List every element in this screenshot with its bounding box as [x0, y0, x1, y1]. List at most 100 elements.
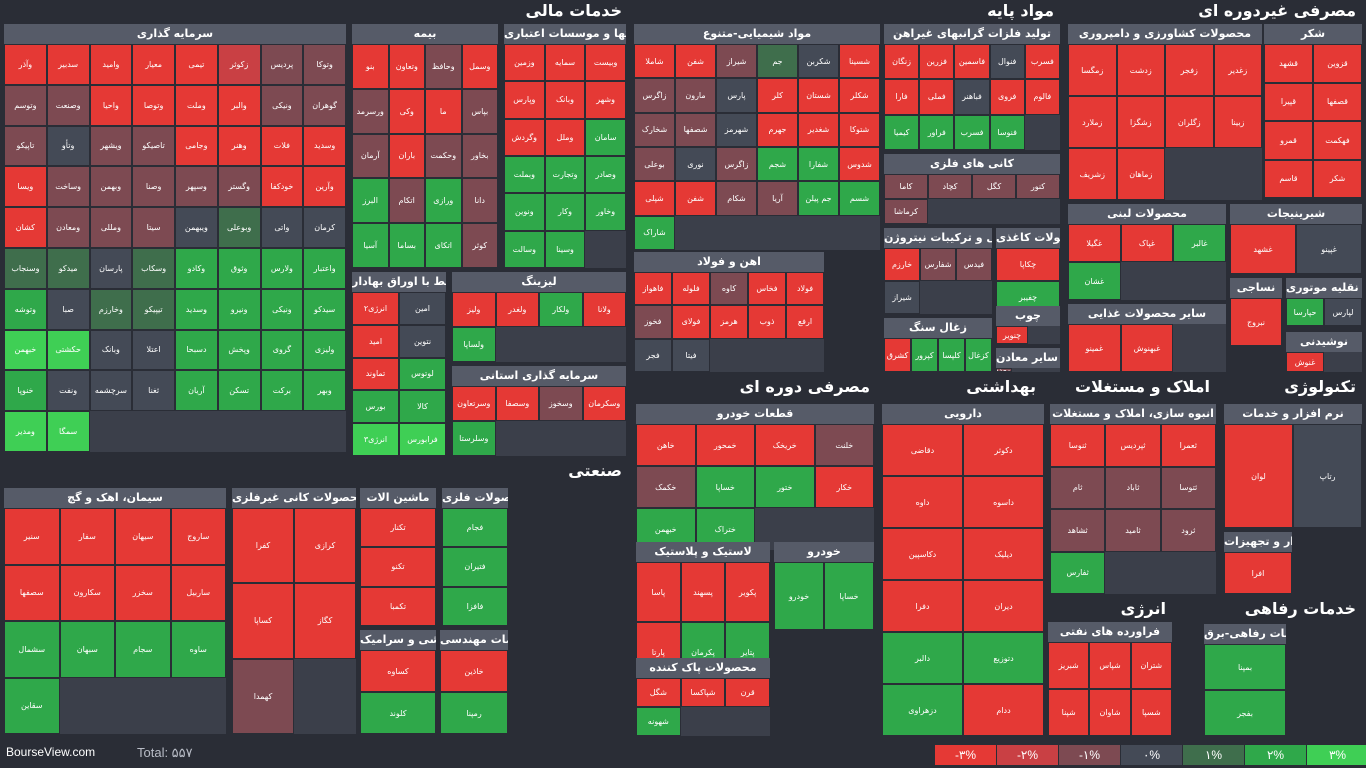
ticker-tile[interactable]: وبوعلی — [217, 207, 261, 248]
ticker-tile[interactable]: چنویر — [996, 326, 1028, 344]
ticker-tile[interactable]: غمینو — [1068, 324, 1121, 372]
ticker-tile[interactable]: زمگسا — [1068, 44, 1117, 96]
ticker-tile[interactable]: دزهراوی — [882, 684, 963, 736]
ticker-tile[interactable]: ونیرو — [217, 288, 261, 330]
ticker-tile[interactable]: بورس — [352, 390, 399, 424]
ticker-tile[interactable]: ثشاهد — [1050, 509, 1106, 552]
industry-title[interactable]: محصولات کانی غیرفلزی — [232, 488, 356, 508]
ticker-tile[interactable]: ثفارس — [1050, 551, 1106, 594]
ticker-tile[interactable]: تاپیکو — [4, 125, 47, 167]
ticker-tile[interactable]: انرژی۳ — [352, 423, 399, 456]
ticker-tile[interactable]: پکویر — [725, 562, 770, 622]
ticker-tile[interactable]: قاسم — [1264, 159, 1313, 198]
industry-title[interactable]: حمل و نقلیه موتوری — [1286, 278, 1362, 298]
ticker-tile[interactable]: سفار — [59, 508, 115, 565]
industry-title[interactable]: کاشی و سرامیک — [360, 630, 436, 650]
ticker-tile[interactable]: تکمبا — [360, 586, 436, 626]
ticker-tile[interactable]: قزوین — [1313, 44, 1362, 83]
industry-title[interactable]: نرم افزار و خدمات — [1224, 404, 1362, 424]
ticker-tile[interactable]: فیتا — [672, 338, 710, 372]
ticker-tile[interactable]: ولیزی — [303, 329, 346, 371]
ticker-tile[interactable]: غشان — [1068, 262, 1121, 300]
industry-title[interactable]: سرمایه گذاری استانی — [452, 366, 626, 386]
ticker-tile[interactable]: فباهنر — [954, 79, 990, 115]
ticker-tile[interactable]: شکام — [716, 181, 757, 216]
ticker-tile[interactable]: حکشتی — [46, 329, 90, 371]
ticker-tile[interactable]: فنوسا — [989, 114, 1025, 150]
industry-title[interactable]: محصولات شیمیایی و ترکیبات نیتروژن — [884, 228, 992, 248]
ticker-tile[interactable]: وآرین — [303, 166, 346, 208]
ticker-tile[interactable]: وصادر — [585, 155, 626, 194]
ticker-tile[interactable]: خودرو — [774, 562, 824, 630]
ticker-tile[interactable]: کیمیا — [884, 114, 920, 150]
ticker-tile[interactable]: دکاسپین — [882, 528, 963, 580]
ticker-tile[interactable]: شفن — [675, 44, 716, 79]
ticker-tile[interactable]: شهرمز — [716, 112, 757, 147]
industry-title[interactable]: محصولات لبنی — [1068, 204, 1226, 224]
ticker-tile[interactable]: شجم — [757, 146, 798, 182]
ticker-tile[interactable]: وبانک — [544, 81, 586, 119]
ticker-tile[interactable]: شپاس — [1089, 642, 1131, 689]
ticker-tile[interactable]: وسدید — [175, 288, 218, 330]
ticker-tile[interactable]: وملت — [175, 84, 218, 126]
ticker-tile[interactable]: وخاور — [585, 193, 626, 231]
ticker-tile[interactable]: بمپنا — [1204, 644, 1286, 690]
ticker-tile[interactable]: فولاد — [786, 272, 824, 306]
industry-title[interactable]: محصولات کاغذی — [996, 228, 1060, 248]
industry-title[interactable]: خودرو — [774, 542, 874, 562]
ticker-tile[interactable]: شکلر — [839, 78, 880, 113]
ticker-tile[interactable]: غالبر — [1173, 224, 1226, 262]
ticker-tile[interactable]: وسالت — [504, 230, 545, 268]
ticker-tile[interactable]: وسرتعاون — [452, 386, 496, 421]
ticker-tile[interactable]: امید — [352, 324, 399, 358]
ticker-tile[interactable]: آریا — [757, 181, 798, 216]
ticker-tile[interactable]: چکاپا — [996, 248, 1060, 281]
ticker-tile[interactable]: نبروج — [1230, 298, 1282, 346]
ticker-tile[interactable]: شستان — [798, 78, 839, 113]
ticker-tile[interactable]: وسینا — [544, 230, 586, 268]
ticker-tile[interactable]: کساپا — [232, 583, 294, 659]
ticker-tile[interactable]: سیتا — [132, 207, 175, 248]
ticker-tile[interactable]: شیراز — [884, 281, 920, 314]
ticker-tile[interactable]: زملارد — [1068, 96, 1117, 148]
sector-title[interactable]: بهداشتی — [966, 377, 1036, 396]
sector-title[interactable]: تکنولوژی — [1284, 377, 1356, 396]
ticker-tile[interactable]: شپاکسا — [680, 678, 726, 707]
ticker-tile[interactable]: لپارس — [1324, 298, 1362, 326]
ticker-tile[interactable]: ونیکی — [260, 288, 304, 330]
ticker-tile[interactable]: وتجارت — [544, 155, 586, 194]
ticker-tile[interactable]: شخارک — [634, 112, 675, 147]
ticker-tile[interactable]: وبهر — [303, 370, 346, 412]
ticker-tile[interactable]: فجر — [634, 338, 672, 372]
ticker-tile[interactable]: ددام — [963, 684, 1044, 736]
ticker-tile[interactable]: خکار — [814, 466, 874, 508]
ticker-tile[interactable]: اتکای — [425, 223, 462, 268]
ticker-tile[interactable]: بنو — [352, 44, 389, 89]
ticker-tile[interactable]: وحافظ — [425, 44, 462, 89]
ticker-tile[interactable]: واعتبار — [303, 247, 346, 289]
ticker-tile[interactable]: داوه — [882, 476, 963, 528]
ticker-tile[interactable]: افرا — [1224, 552, 1292, 594]
ticker-tile[interactable]: البرز — [352, 178, 389, 224]
sector-title[interactable]: خدمات مالی — [525, 1, 622, 20]
ticker-tile[interactable]: کلپسا — [938, 338, 965, 372]
ticker-tile[interactable]: وصنعت — [46, 84, 90, 126]
site-link[interactable]: BourseView.com — [6, 745, 96, 759]
ticker-tile[interactable]: کشرق — [884, 338, 911, 372]
ticker-tile[interactable]: وحکمت — [425, 133, 462, 179]
ticker-tile[interactable]: خبهمن — [4, 329, 47, 371]
ticker-tile[interactable]: تسکن — [217, 370, 261, 412]
ticker-tile[interactable]: وثوق — [217, 247, 261, 289]
ticker-tile[interactable]: فراور — [919, 114, 955, 150]
ticker-tile[interactable]: غنوش — [1286, 352, 1324, 372]
ticker-tile[interactable]: تاصیکو — [132, 125, 175, 167]
ticker-tile[interactable]: شصفها — [675, 112, 716, 147]
ticker-tile[interactable]: وسصفا — [495, 386, 539, 421]
ticker-tile[interactable]: تیپیکو — [132, 288, 175, 330]
ticker-tile[interactable]: دکوثر — [963, 424, 1044, 476]
ticker-tile[interactable]: زماهان — [1116, 148, 1165, 200]
ticker-tile[interactable]: فملی — [919, 79, 955, 115]
ticker-tile[interactable]: وسلرستا — [452, 421, 496, 456]
ticker-tile[interactable]: شسم — [839, 181, 880, 216]
ticker-tile[interactable]: کچاد — [928, 174, 972, 199]
